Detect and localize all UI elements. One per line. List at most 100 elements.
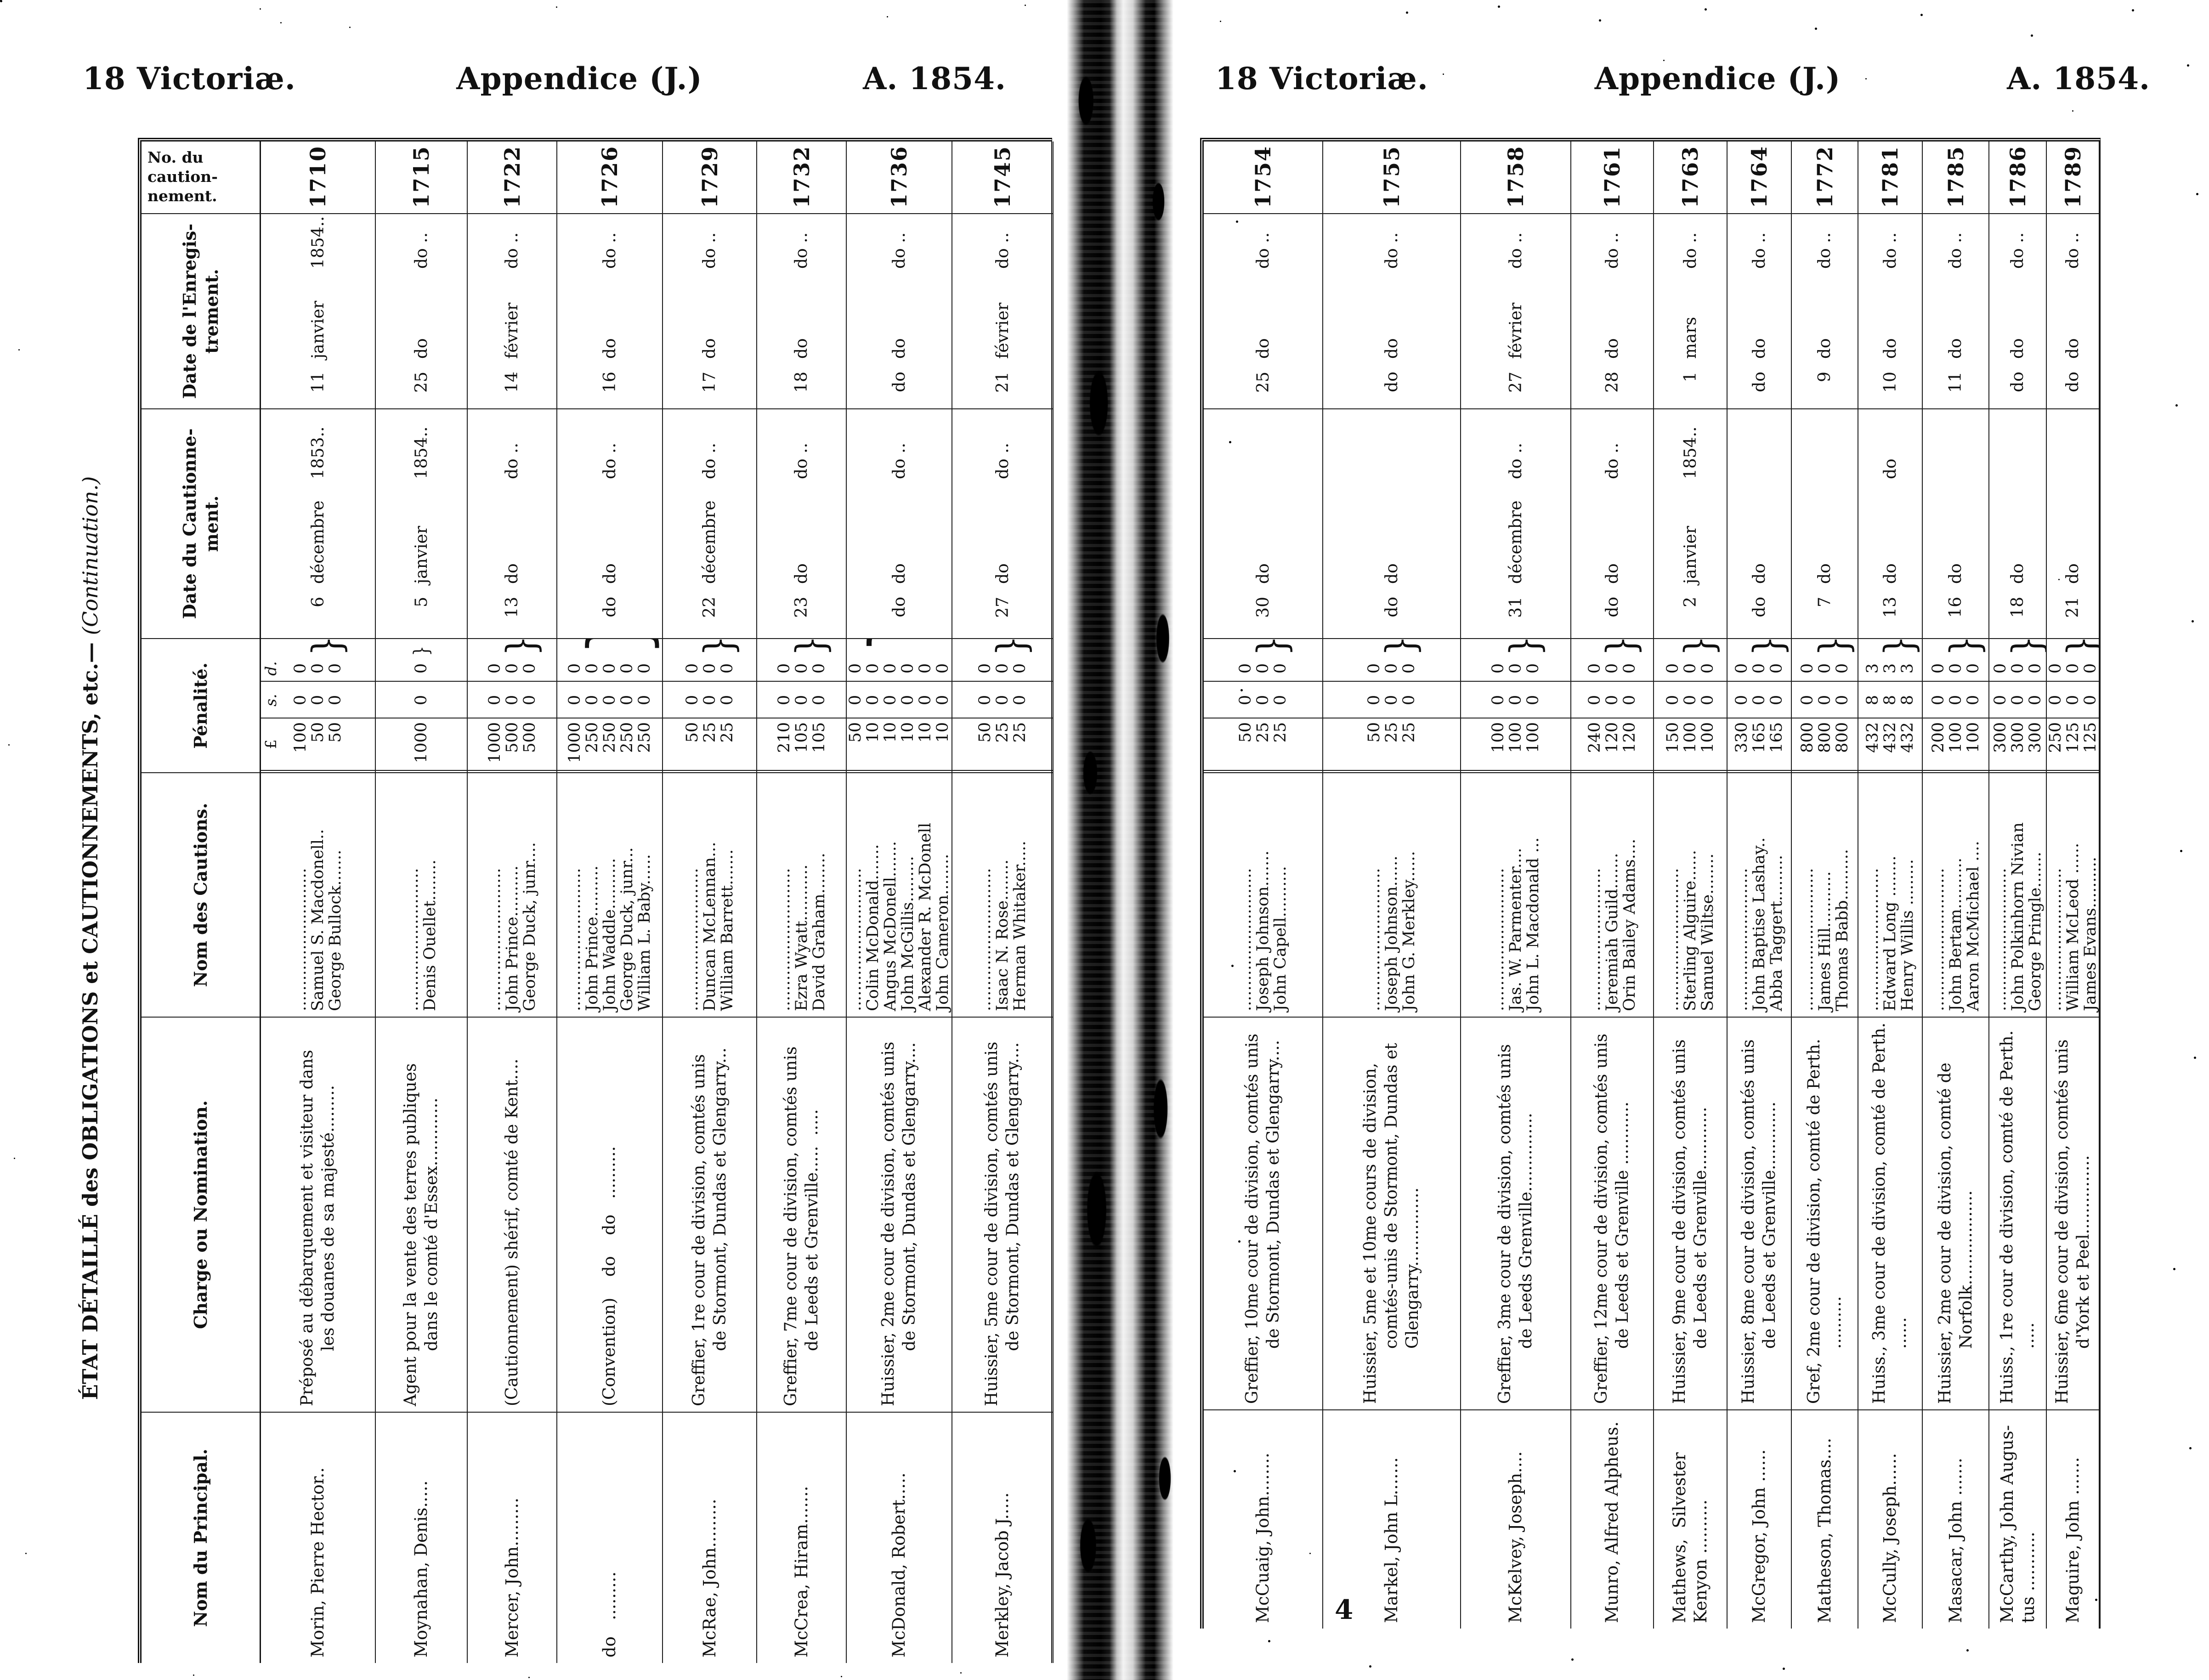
text-line: Ezra Wyatt........... bbox=[792, 864, 811, 1011]
bond-record-row: McCully, Joseph...... Huiss., 3me cour de… bbox=[1858, 141, 1923, 1629]
penalty-cell: 50 0 0 25 0 0 25 0 0} bbox=[952, 639, 1053, 773]
charge-cell: Agent pour la vente des terres publiques… bbox=[376, 1018, 467, 1413]
text-line: ............................ bbox=[976, 868, 994, 1011]
penalty-rows: 50 0 0 25 0 0 25 0 0 bbox=[1204, 639, 1322, 770]
text-line: Sterling Alguire...... bbox=[1681, 850, 1699, 1011]
shilling-amount: 0 bbox=[976, 695, 994, 706]
bond-number-cell: 1736 bbox=[847, 141, 952, 214]
text-line: Henry Willis ......... bbox=[1898, 859, 1917, 1011]
pence-amount: 0 bbox=[412, 663, 430, 674]
left-page-headline: 18 Victoriæ. Appendice (J.) A. 1854. bbox=[83, 61, 1006, 96]
date-month: do bbox=[412, 338, 431, 359]
pound-amount: 10 bbox=[899, 722, 917, 743]
principal-name-cell: Morin, Pierre Hector.. bbox=[261, 1413, 375, 1663]
date-year: do .. bbox=[1681, 232, 1700, 269]
date-year: 1854.. bbox=[1681, 426, 1700, 479]
penalty-cell: 800 0 0 800 0 0 800 0 0} bbox=[1792, 639, 1858, 773]
text-line: McKelvey, Joseph.... bbox=[1506, 1451, 1525, 1623]
pence-amount: 0 bbox=[916, 663, 935, 674]
pound-amount: 100 bbox=[1524, 722, 1542, 753]
header-cautions: Nom des Cautions. bbox=[142, 773, 260, 1018]
principal-name-cell: Matheson, Thomas.... bbox=[1792, 1410, 1858, 1629]
text-line: Huiss., 3me cour de division, comté de P… bbox=[1870, 1023, 1889, 1404]
pound-amount: 210 bbox=[775, 722, 793, 753]
bond-number-cell: 1745 bbox=[952, 141, 1053, 214]
registration-date-cell: 14 février do .. bbox=[468, 214, 556, 409]
date-year: do .. bbox=[700, 232, 719, 269]
text-line: James Hill........... bbox=[1815, 871, 1834, 1011]
pound-amount: 250 bbox=[2047, 722, 2065, 753]
text-line: 1786 bbox=[2005, 145, 2030, 209]
text-line: Nom des Cautions. bbox=[190, 803, 211, 987]
cautions-names-cell: ............................ John Baptise… bbox=[1728, 773, 1791, 1018]
penalty-line: 432 8 3 bbox=[1863, 639, 1882, 770]
penalty-line: 100 0 0 bbox=[1524, 639, 1542, 770]
text-line: 1754 bbox=[1251, 145, 1275, 209]
penalty-line: 150 0 0 bbox=[1664, 639, 1682, 770]
penalty-line: 300 0 0 bbox=[2009, 639, 2027, 770]
shilling-amount: 0 bbox=[1011, 695, 1029, 706]
charge-cell: Huiss., 1re cour de division, comté de P… bbox=[1989, 1018, 2046, 1410]
text-line: Huissier, 6me cour de division, comtés u… bbox=[2052, 1039, 2072, 1404]
date-year: 1854.. bbox=[308, 216, 328, 269]
caution-date-cell: 13 do do bbox=[1858, 409, 1922, 639]
penalty-line: 1000 0 0 bbox=[486, 639, 504, 770]
text-line: 1729 bbox=[697, 145, 722, 209]
date-month: do bbox=[993, 563, 1012, 584]
sidebar-title-main: ÉTAT DÉTAILLÉ des OBLIGATIONS et CAUTION… bbox=[78, 642, 102, 1400]
date-day: 6 bbox=[308, 597, 328, 607]
text-line: nement. bbox=[147, 187, 217, 205]
pound-amount: 10 bbox=[881, 722, 900, 743]
text-line: John Bertam.......... bbox=[1946, 858, 1965, 1011]
shilling-amount: 0 bbox=[520, 695, 539, 706]
penalty-line: 25 0 0 bbox=[1382, 639, 1401, 770]
date-year: do bbox=[1880, 458, 1900, 479]
text-line: tus ........... bbox=[2018, 1532, 2038, 1623]
date-year: do .. bbox=[1880, 232, 1900, 269]
text-line: Abba Taggert......... bbox=[1767, 854, 1786, 1011]
pound-amount: 25 bbox=[993, 722, 1012, 743]
pence-amount: 0 bbox=[1489, 663, 1507, 674]
text-line: 1715 bbox=[409, 145, 434, 209]
penalty-line: 50 0 0 bbox=[683, 639, 702, 770]
registration-date-cell: 27 février do .. bbox=[1461, 214, 1570, 409]
bond-number-cell: 1781 bbox=[1858, 141, 1922, 214]
text-line: Charge ou Nomination. bbox=[190, 1100, 211, 1329]
pound-amount: 330 bbox=[1733, 722, 1751, 753]
date-year: do .. bbox=[503, 442, 521, 479]
pound-amount: 300 bbox=[1991, 722, 2010, 753]
pence-amount: 0 bbox=[2081, 663, 2099, 674]
pound-amount: 800 bbox=[1815, 722, 1834, 753]
penalty-rows: 50 0 0 10 0 0 10 0 0 10 0 0 10 0 0 10 0 0 bbox=[847, 639, 952, 770]
left-table-landscape: Nom du Principal. Charge ou Nomination. No… bbox=[138, 138, 1054, 1663]
text-line: 1736 bbox=[887, 145, 912, 209]
date-day: do bbox=[889, 597, 909, 617]
penalty-cell: 100 0 0 100 0 0 100 0 0} bbox=[1461, 639, 1570, 773]
pence-amount: 0 bbox=[847, 663, 865, 674]
penalty-line: 125 0 0 bbox=[2064, 639, 2082, 770]
pound-amount: 100 bbox=[1964, 722, 1982, 753]
text-line: Mathews, Silvester bbox=[1670, 1452, 1689, 1623]
bond-record-row: McCuaig, John........ Greffier, 10me cour… bbox=[1204, 141, 1323, 1629]
pence-amount: 3 bbox=[1863, 663, 1882, 674]
pence-amount: 0 bbox=[1681, 663, 1699, 674]
date-year: do .. bbox=[1815, 232, 1834, 269]
text-line: ment. bbox=[201, 495, 222, 552]
text-line: de Leeds et Grenville............. bbox=[1760, 1102, 1779, 1349]
caution-date-cell: do do do .. bbox=[847, 409, 952, 639]
date-month: do bbox=[1750, 338, 1769, 359]
shilling-amount: 0 bbox=[792, 695, 811, 706]
text-line: Huiss., 1re cour de division, comté de P… bbox=[1997, 1030, 2016, 1404]
shilling-amount: 8 bbox=[1898, 695, 1917, 706]
penalty-cell: 1000 0 0} bbox=[376, 639, 467, 773]
pound-sign-label: £ bbox=[262, 739, 280, 749]
shilling-amount: 0 bbox=[1365, 695, 1383, 706]
caution-date-cell: 2 janvier 1854.. bbox=[1654, 409, 1727, 639]
date-year: do .. bbox=[600, 232, 619, 269]
date-month: janvier bbox=[1681, 526, 1700, 584]
penalty-rows: 300 0 0 300 0 0 300 0 0 bbox=[1989, 639, 2046, 770]
pence-amount: 0 bbox=[635, 663, 654, 674]
pound-amount: 165 bbox=[1767, 722, 1786, 753]
text-line: ............................ bbox=[1365, 868, 1383, 1011]
penalty-line: 432 8 3 bbox=[1898, 639, 1917, 770]
